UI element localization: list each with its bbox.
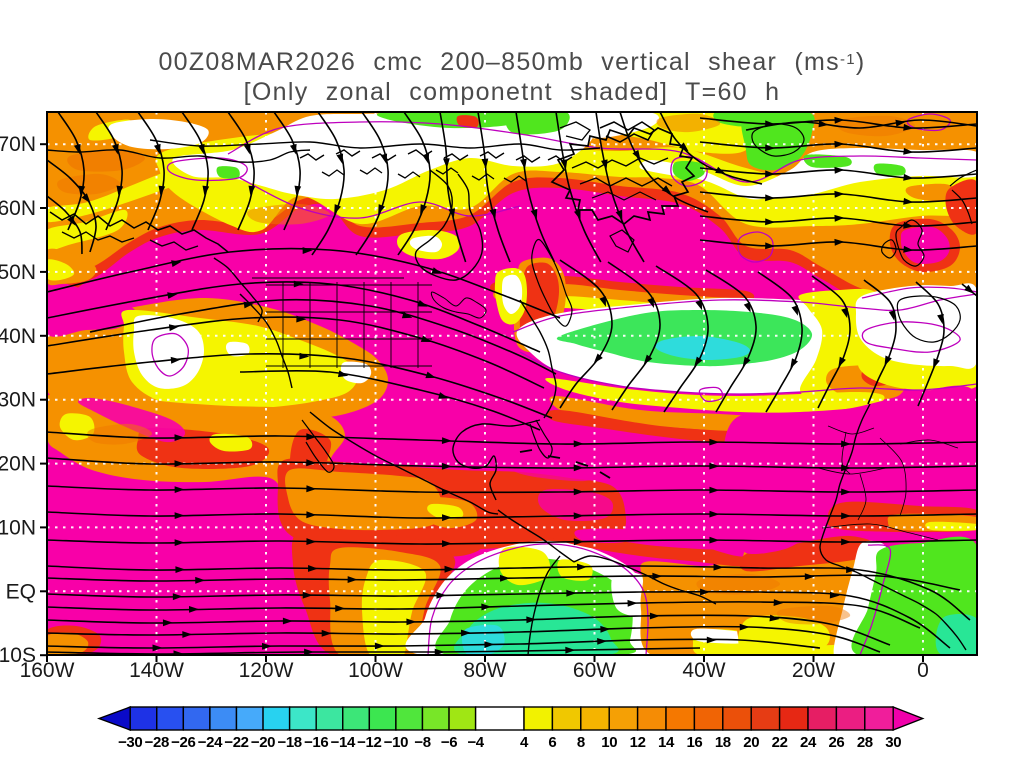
- svg-text:−22: −22: [224, 734, 248, 751]
- svg-text:50N: 50N: [0, 261, 36, 284]
- svg-text:40W: 40W: [682, 659, 725, 682]
- svg-text:18: 18: [715, 734, 731, 751]
- svg-text:−18: −18: [277, 734, 301, 751]
- svg-text:−4: −4: [467, 734, 484, 751]
- svg-text:−10: −10: [384, 734, 408, 751]
- svg-text:30: 30: [885, 734, 901, 751]
- svg-text:−20: −20: [251, 734, 275, 751]
- svg-text:20N: 20N: [0, 453, 36, 476]
- svg-text:28: 28: [857, 734, 873, 751]
- svg-text:60W: 60W: [573, 659, 616, 682]
- svg-text:22: 22: [772, 734, 788, 751]
- svg-text:60N: 60N: [0, 197, 36, 220]
- svg-text:6: 6: [548, 734, 556, 751]
- svg-text:0: 0: [917, 659, 929, 682]
- svg-text:10S: 10S: [0, 644, 36, 667]
- svg-text:80W: 80W: [463, 659, 506, 682]
- svg-text:10: 10: [601, 734, 617, 751]
- svg-text:12: 12: [630, 734, 646, 751]
- svg-text:160W: 160W: [20, 659, 75, 682]
- svg-text:70N: 70N: [0, 133, 36, 156]
- svg-text:24: 24: [800, 734, 817, 751]
- svg-text:4: 4: [520, 734, 529, 751]
- svg-text:100W: 100W: [348, 659, 403, 682]
- svg-text:140W: 140W: [129, 659, 184, 682]
- svg-text:−16: −16: [304, 734, 328, 751]
- svg-text:−12: −12: [357, 734, 381, 751]
- svg-text:20W: 20W: [792, 659, 835, 682]
- svg-text:120W: 120W: [239, 659, 294, 682]
- svg-text:40N: 40N: [0, 325, 36, 348]
- svg-text:−28: −28: [145, 734, 169, 751]
- svg-text:−14: −14: [331, 734, 356, 751]
- svg-text:−26: −26: [171, 734, 195, 751]
- svg-text:−30: −30: [118, 734, 142, 751]
- svg-text:30N: 30N: [0, 389, 36, 412]
- svg-text:−6: −6: [441, 734, 457, 751]
- svg-text:16: 16: [686, 734, 702, 751]
- svg-text:10N: 10N: [0, 516, 36, 539]
- svg-text:−24: −24: [198, 734, 223, 751]
- svg-text:14: 14: [658, 734, 675, 751]
- svg-text:8: 8: [577, 734, 585, 751]
- svg-text:−8: −8: [414, 734, 430, 751]
- svg-text:20: 20: [743, 734, 759, 751]
- svg-text:26: 26: [828, 734, 844, 751]
- svg-text:EQ: EQ: [6, 580, 36, 603]
